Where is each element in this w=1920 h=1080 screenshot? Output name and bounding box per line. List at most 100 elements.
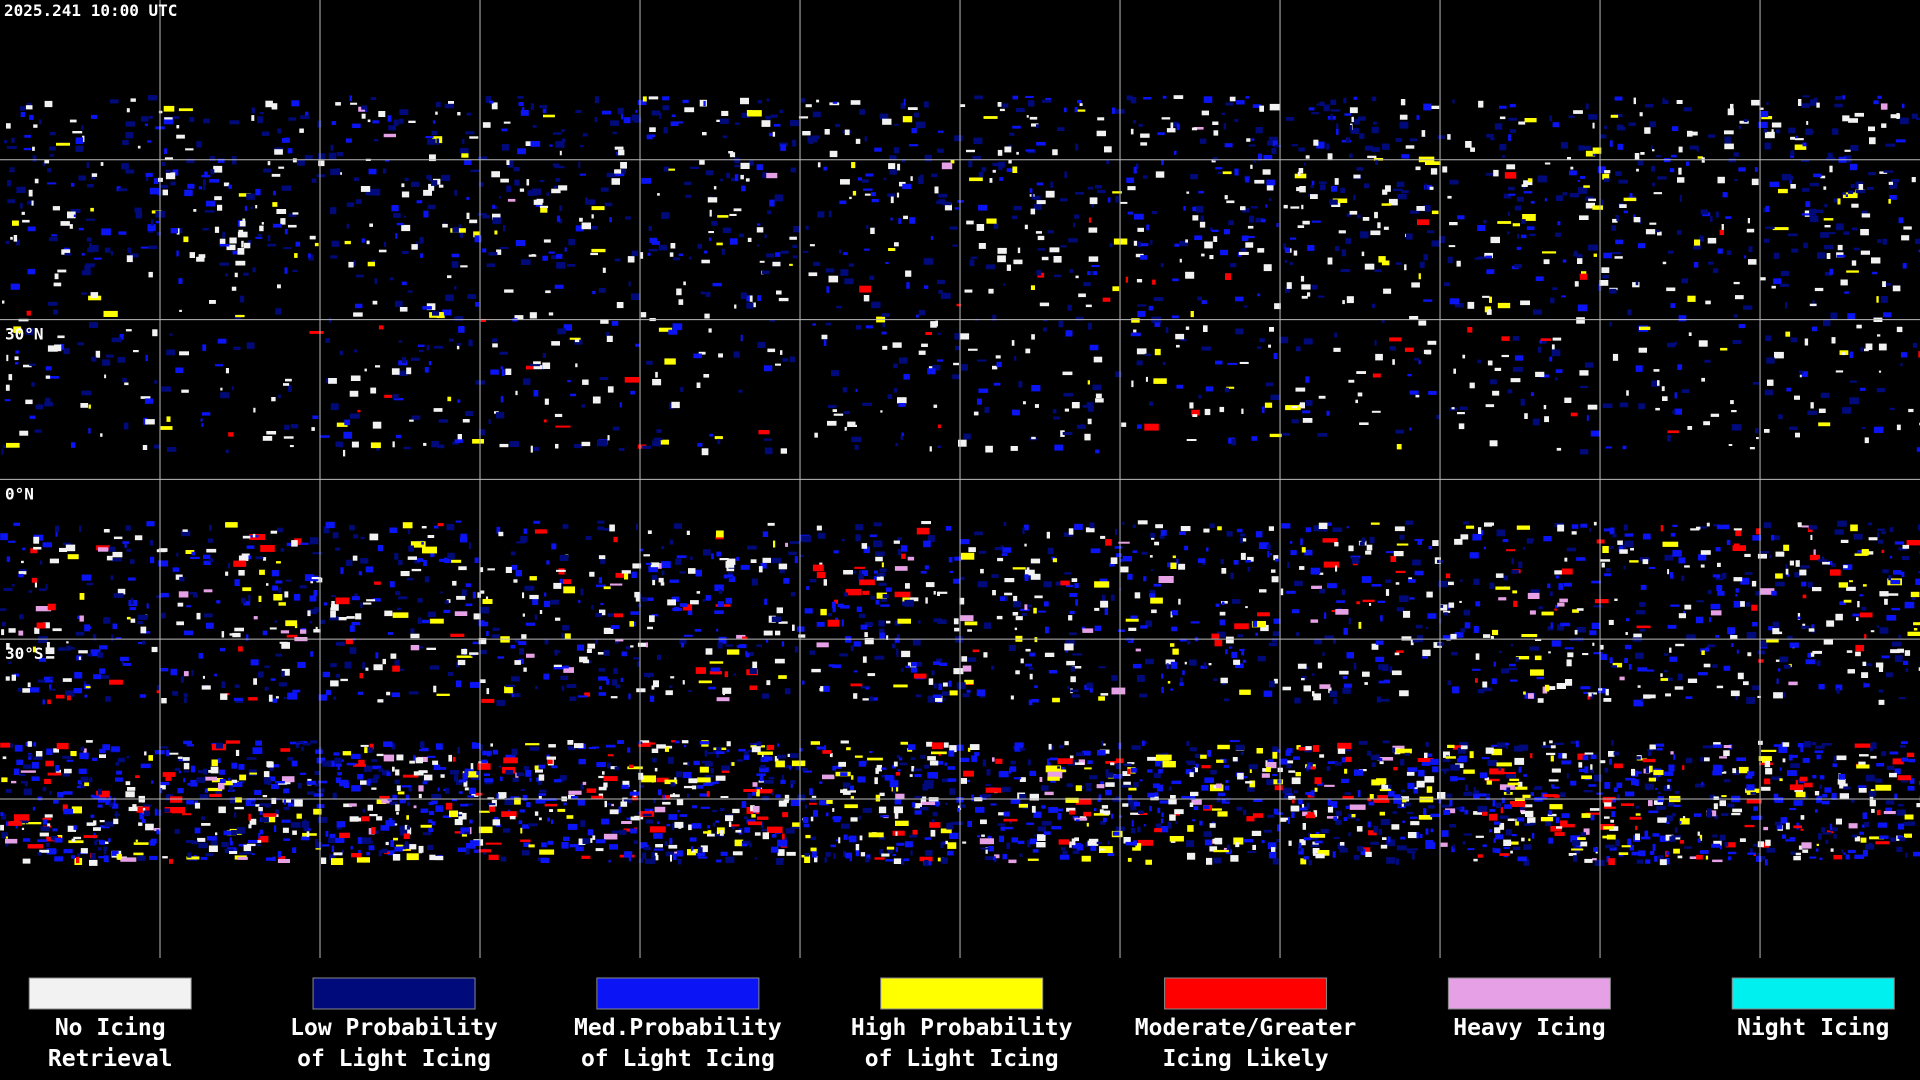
icing-pixel	[130, 98, 136, 102]
icing-pixel	[1397, 194, 1407, 200]
icing-pixel	[1135, 648, 1141, 652]
icing-pixel	[1465, 784, 1469, 791]
icing-pixel	[1012, 612, 1019, 616]
icing-pixel	[1545, 820, 1551, 827]
icing-pixel	[949, 570, 954, 573]
icing-pixel	[839, 653, 848, 657]
icing-pixel	[71, 442, 76, 448]
icing-pixel	[144, 123, 148, 127]
icing-pixel	[70, 209, 81, 214]
icing-pixel	[832, 601, 836, 609]
icing-pixel	[1423, 349, 1432, 355]
icing-pixel	[535, 686, 539, 690]
icing-pixel	[1266, 184, 1274, 191]
icing-pixel	[910, 667, 918, 673]
icing-pixel	[1790, 763, 1800, 768]
icing-pixel	[1544, 416, 1549, 423]
icing-pixel	[1060, 245, 1067, 248]
icing-pixel	[1855, 644, 1864, 652]
icing-pixel	[182, 529, 188, 532]
icing-pixel	[1647, 749, 1653, 752]
icing-pixel	[1775, 551, 1785, 557]
icing-pixel	[1311, 112, 1320, 115]
icing-pixel	[1574, 281, 1579, 287]
icing-pixel	[1725, 842, 1736, 848]
icing-pixel	[626, 646, 630, 650]
icing-pixel	[837, 603, 844, 608]
icing-pixel	[621, 169, 626, 174]
icing-pixel	[480, 590, 485, 594]
icing-pixel	[1054, 274, 1062, 278]
icing-pixel	[678, 253, 683, 257]
icing-pixel	[1502, 539, 1509, 543]
icing-pixel	[1367, 797, 1372, 802]
icing-pixel	[1094, 607, 1100, 611]
icing-pixel	[1620, 126, 1626, 131]
icing-pixel	[330, 144, 334, 151]
icing-pixel	[708, 686, 716, 690]
icing-pixel	[515, 240, 526, 247]
icing-pixel	[331, 121, 337, 125]
icing-pixel	[539, 205, 549, 208]
icing-pixel	[1272, 631, 1279, 636]
icing-pixel	[1899, 117, 1909, 125]
icing-pixel	[1496, 529, 1505, 537]
icing-pixel	[353, 534, 359, 539]
icing-pixel	[1089, 522, 1095, 529]
icing-pixel	[1221, 568, 1227, 574]
icing-pixel	[1716, 585, 1723, 592]
icing-pixel	[1609, 321, 1612, 327]
icing-pixel	[423, 210, 429, 218]
icing-pixel	[482, 122, 491, 128]
icing-pixel	[1358, 116, 1366, 121]
icing-pixel	[1450, 764, 1460, 771]
icing-pixel	[1179, 258, 1182, 263]
icing-pixel	[775, 363, 781, 366]
icing-pixel	[838, 249, 842, 254]
icing-pixel	[255, 236, 263, 239]
icing-pixel	[395, 233, 398, 239]
icing-pixel	[1571, 524, 1579, 529]
icing-pixel	[1437, 642, 1445, 646]
icing-pixel	[1094, 581, 1110, 588]
icing-pixel	[1843, 599, 1852, 603]
icing-pixel	[1447, 195, 1452, 199]
icing-pixel	[1454, 632, 1464, 638]
icing-pixel	[372, 120, 380, 124]
icing-pixel	[1334, 332, 1338, 338]
icing-pixel	[1191, 799, 1202, 805]
icing-pixel	[1890, 114, 1901, 119]
icing-pixel	[776, 290, 782, 295]
icing-pixel	[1314, 638, 1323, 645]
icing-pixel	[671, 401, 680, 409]
icing-pixel	[955, 345, 960, 351]
icing-pixel	[850, 100, 861, 105]
icing-pixel	[290, 694, 296, 697]
icing-pixel	[704, 313, 710, 319]
icing-pixel	[960, 333, 970, 340]
icing-pixel	[82, 135, 85, 143]
icing-pixel	[325, 338, 331, 343]
icing-pixel	[948, 750, 955, 757]
icing-pixel	[1043, 581, 1052, 588]
icing-pixel	[457, 434, 462, 440]
icing-pixel	[1211, 633, 1220, 639]
icing-pixel	[563, 836, 570, 841]
icing-pixel	[828, 210, 832, 218]
icing-pixel	[1716, 576, 1720, 579]
icing-pixel	[808, 139, 814, 144]
icing-pixel	[1072, 653, 1083, 656]
icing-pixel	[1840, 539, 1849, 543]
icing-pixel	[89, 322, 99, 328]
icing-pixel	[1710, 215, 1713, 222]
icing-pixel	[15, 350, 19, 354]
icing-pixel	[1144, 353, 1151, 357]
icing-pixel	[1669, 168, 1675, 173]
icing-pixel	[621, 112, 623, 120]
icing-pixel	[209, 300, 216, 304]
icing-pixel	[427, 611, 436, 617]
icing-pixel	[1159, 534, 1165, 539]
icing-pixel	[1759, 111, 1769, 118]
icing-pixel	[697, 442, 703, 447]
icing-pixel	[1319, 572, 1324, 575]
